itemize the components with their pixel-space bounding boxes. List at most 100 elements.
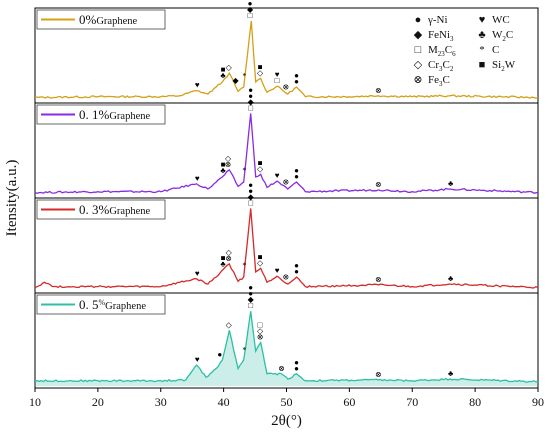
peak-mark-3-0-3: ● (248, 283, 253, 292)
peak-mark-3-7-1: ● (294, 358, 299, 367)
phase-symbol-4: ⊗ (413, 74, 422, 86)
series-legends: 0%Graphene 0. 1%Graphene 0. 3%Graphene 0. 5… (36, 9, 166, 315)
peak-mark-3-9-0: ♣ (448, 369, 454, 378)
peak-mark-2-10-0: ♣ (448, 274, 454, 283)
series-area-3 (35, 311, 538, 386)
peak-mark-1-9-0: ⊗ (375, 180, 382, 189)
series-lines (34, 20, 539, 386)
peak-mark-2-8-1: ● (294, 261, 299, 270)
peak-mark-1-5-0: ♥ (275, 171, 280, 180)
x-axis-label: 2θ(°) (271, 413, 302, 429)
peak-mark-1-3-0: * (242, 166, 246, 175)
peak-mark-2-0-1: ◆ (248, 192, 255, 201)
peak-mark-0-5-0: ◇ (257, 68, 264, 77)
peak-mark-1-7-0: ⊗ (283, 178, 290, 187)
series-legend-label-1: 0. 1%Graphene (79, 107, 150, 122)
peak-mark-3-6-0: ⊗ (278, 364, 285, 373)
phase-label-4: Fe3C (428, 74, 450, 88)
peak-mark-2-6-0: ♥ (195, 269, 200, 278)
peak-mark-1-0-0: □ (248, 103, 253, 112)
x-tick-label-1: 20 (92, 395, 104, 409)
phase-symbol-1: ◆ (414, 29, 423, 41)
phase-symbol-0: ● (415, 14, 422, 26)
series-legend-box-3 (36, 294, 166, 315)
x-tick-label-8: 90 (532, 395, 544, 409)
series-legend-label-3: 0. 5%Graphene (79, 297, 146, 312)
peak-mark-1-10-0: ♣ (448, 179, 454, 188)
peak-mark-3-4-0: ⊗ (257, 333, 264, 342)
phase-label-6: W2C (492, 29, 513, 43)
phase-symbol-5: ♥ (479, 14, 486, 26)
series-legend-box-1 (36, 104, 166, 125)
x-tick-label-2: 30 (155, 395, 167, 409)
phase-label-7: C (492, 44, 499, 56)
peak-mark-2-1-0: ♣ (220, 260, 226, 269)
peak-mark-0-3-0: ◆ (232, 76, 239, 85)
phase-legend: ● γ-Ni ◆ FeNi3 □ M23C6 ◇ Cr3C2 ⊗ Fe3C ♥ WC ♣ W2C * C ■ Si… (413, 14, 515, 88)
phase-label-2: M23C6 (428, 44, 456, 58)
x-tick-label-4: 50 (281, 395, 293, 409)
peak-mark-1-1-1: ■ (221, 160, 226, 169)
peak-mark-3-2-0: ● (217, 350, 222, 359)
peak-mark-1-4-0: ◇ (257, 164, 264, 173)
peak-mark-0-4-0: * (242, 72, 246, 81)
peak-mark-1-4-1: ■ (258, 158, 263, 167)
peak-mark-1-0-1: ◆ (248, 97, 255, 106)
peak-mark-3-3-0: * (242, 345, 246, 354)
peak-mark-2-0-2: ● (248, 186, 253, 195)
peak-mark-0-9-1: ● (294, 71, 299, 80)
y-axis-label: Itensity(a.u.) (4, 160, 20, 237)
peak-mark-0-10-0: ⊗ (375, 86, 382, 95)
x-tick-label-5: 60 (343, 395, 355, 409)
peak-mark-2-9-0: ⊗ (375, 275, 382, 284)
phase-symbol-3: ◇ (414, 59, 423, 71)
peak-mark-3-5-0: ♥ (195, 355, 200, 364)
peak-mark-0-0-3: ● (248, 0, 253, 2)
peak-mark-3-7-0: ● (294, 364, 299, 373)
peak-mark-2-4-0: ◇ (257, 258, 264, 267)
peak-mark-1-1-0: ♣ (220, 166, 226, 175)
x-tick-label-0: 10 (29, 395, 41, 409)
series-line-3 (34, 311, 539, 383)
peak-mark-0-1-1: ■ (221, 65, 226, 74)
phase-label-8: Si2W (492, 59, 516, 73)
peak-mark-1-2-1: ◇ (225, 154, 232, 163)
peak-mark-0-9-0: ● (294, 77, 299, 86)
peak-mark-3-8-0: ⊗ (375, 370, 382, 379)
axes: 10 20 30 40 50 60 70 80 90 2θ(°) Itensity(a.u.) (4, 160, 544, 429)
peak-mark-2-0-3: ● (248, 180, 253, 189)
peak-mark-3-0-0: □ (248, 301, 253, 310)
peak-mark-1-6-0: ♥ (195, 174, 200, 183)
peak-mark-2-5-0: ♥ (275, 266, 280, 275)
peak-mark-0-5-1: ■ (258, 62, 263, 71)
phase-symbol-2: □ (415, 44, 422, 56)
peak-mark-3-1-0: ◇ (226, 320, 233, 329)
peak-mark-2-1-1: ■ (221, 254, 226, 263)
peak-mark-1-0-3: ● (248, 85, 253, 94)
series-line-2 (34, 208, 539, 289)
x-tick-label-6: 70 (406, 395, 418, 409)
peak-mark-2-4-1: ■ (258, 252, 263, 261)
peak-mark-3-4-2: □ (258, 321, 263, 330)
peak-mark-2-7-0: ⊗ (283, 273, 290, 282)
series-legend-label-0: 0%Graphene (79, 12, 137, 27)
series-line-0 (34, 20, 539, 99)
phase-label-1: FeNi3 (428, 29, 454, 43)
peak-mark-0-6-1: ♥ (275, 70, 280, 79)
peak-mark-3-0-2: ● (248, 289, 253, 298)
peak-mark-0-6-0: □ (275, 76, 280, 85)
series-legend-box-2 (36, 199, 166, 220)
chart-panels (34, 7, 539, 389)
x-tick-label-3: 40 (218, 395, 230, 409)
x-tick-label-7: 80 (469, 395, 481, 409)
peak-mark-0-1-0: ♣ (220, 71, 226, 80)
peak-mark-1-2-0: ⊗ (225, 160, 232, 169)
peak-mark-3-4-1: ◇ (257, 327, 264, 336)
series-legend-label-2: 0. 3%Graphene (79, 202, 150, 217)
phase-label-0: γ-Ni (427, 14, 448, 26)
peak-mark-2-3-0: * (242, 261, 246, 270)
phase-symbol-7: * (479, 44, 485, 56)
peak-mark-2-0-0: □ (248, 198, 253, 207)
peak-mark-0-8-0: ⊗ (283, 83, 290, 92)
